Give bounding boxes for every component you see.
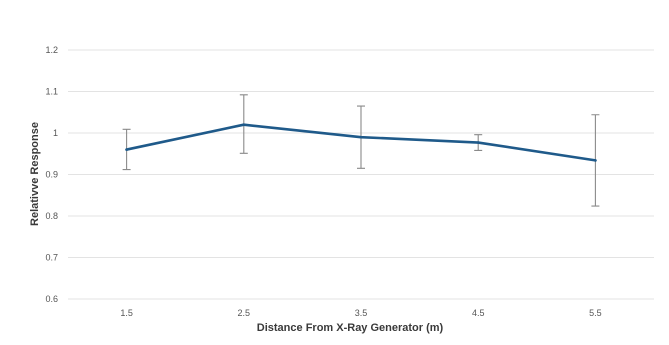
x-tick-label: 4.5 bbox=[472, 308, 485, 318]
y-tick-label: 1.1 bbox=[45, 87, 58, 97]
data-point bbox=[476, 141, 480, 144]
gridlines bbox=[68, 49, 654, 300]
y-tick-label: 0.8 bbox=[45, 211, 58, 221]
y-tick-label: 0.6 bbox=[45, 294, 58, 304]
series-lines bbox=[125, 123, 597, 162]
data-point bbox=[594, 159, 597, 162]
data-point bbox=[359, 135, 363, 139]
data-point bbox=[125, 148, 128, 151]
y-axis-title: Relativve Response bbox=[29, 122, 41, 226]
data-point bbox=[242, 123, 246, 126]
x-tick-label: 3.5 bbox=[355, 308, 368, 318]
x-tick-label: 5.5 bbox=[589, 308, 602, 318]
x-tick-labels: 1.5 2.5 3.5 4.5 5.5 bbox=[120, 308, 601, 318]
y-tick-label: 1 bbox=[53, 128, 58, 138]
x-tick-label: 1.5 bbox=[120, 308, 133, 318]
y-tick-labels: 0.6 0.7 0.8 0.9 1 1.1 1.2 bbox=[45, 45, 58, 304]
y-tick-label: 0.7 bbox=[45, 253, 58, 263]
y-tick-label: 0.9 bbox=[45, 170, 58, 180]
x-tick-label: 2.5 bbox=[238, 308, 251, 318]
x-axis-title: Distance From X-Ray Generator (m) bbox=[257, 322, 444, 334]
y-tick-label: 1.2 bbox=[45, 45, 58, 55]
